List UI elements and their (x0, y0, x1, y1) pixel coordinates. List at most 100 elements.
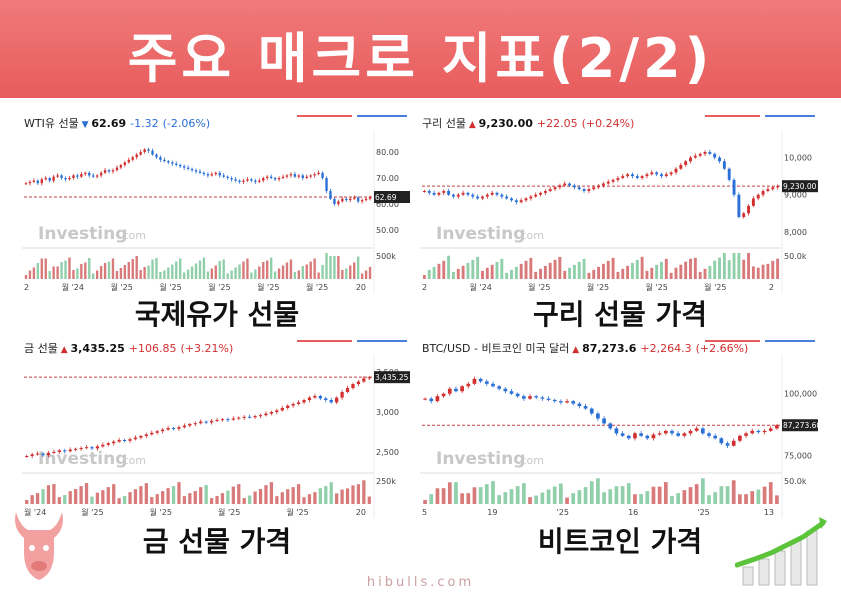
candle (611, 179, 615, 182)
candle (738, 435, 742, 441)
candle (202, 172, 206, 175)
volume-bar (621, 268, 625, 279)
candle (679, 165, 683, 169)
volume-bar (79, 486, 83, 504)
candle (495, 192, 499, 195)
volume-bar (558, 256, 562, 279)
volume-bar (435, 488, 440, 504)
candle (302, 400, 306, 403)
volume-bar (657, 486, 662, 504)
volume-bar (28, 270, 32, 279)
candle (476, 196, 480, 199)
volume-bar (360, 273, 364, 279)
volume-bar (744, 494, 748, 504)
candle (107, 170, 111, 172)
volume-bar (220, 493, 225, 504)
candle (497, 386, 502, 389)
volume-bar (214, 265, 217, 279)
candle (727, 168, 731, 180)
candle (441, 393, 446, 397)
candle (143, 149, 146, 152)
volume-bar (655, 264, 659, 279)
volume-bar (44, 258, 47, 279)
last-price-box (782, 180, 818, 193)
volume-bar (524, 260, 528, 279)
volume-bar (432, 266, 436, 279)
y-tick-label: 80.00 (376, 148, 399, 157)
candle (435, 396, 440, 402)
candle (663, 430, 668, 434)
candle (250, 179, 253, 181)
last-price-box (782, 419, 818, 432)
candle (639, 433, 643, 436)
volume-bar (286, 489, 290, 504)
last-price-label: 9,230.00 (783, 182, 817, 191)
candle (269, 412, 274, 414)
candle (131, 157, 134, 160)
candle (218, 172, 221, 176)
ticker-change: -1.32 (130, 117, 159, 130)
volume-bar (248, 495, 252, 504)
candle (293, 174, 297, 177)
volume-bar (503, 492, 508, 504)
x-tick-label: 2 (769, 283, 774, 292)
candle (115, 167, 119, 171)
volume-bar (771, 260, 775, 279)
candle (669, 172, 673, 175)
candle (198, 171, 202, 173)
candle (175, 163, 178, 165)
ticker-name: BTC/USD - 비트코인 미국 달러 (422, 342, 570, 355)
volume-bar (362, 480, 366, 504)
volume-bar (688, 487, 693, 504)
candle (264, 413, 268, 416)
x-tick-label: 2 (24, 283, 29, 292)
volume-bar (651, 486, 656, 504)
volume-bar (515, 486, 520, 504)
volume-bar (565, 497, 569, 504)
candle (478, 378, 483, 382)
volume-bar (540, 492, 545, 504)
volume-tick-label: 50.0k (784, 477, 807, 486)
tab-line (765, 115, 815, 117)
candle (99, 172, 103, 176)
candle (254, 180, 257, 182)
ticker-change-pct: (-2.06%) (162, 117, 211, 130)
candle (188, 424, 192, 426)
volume-bar (543, 265, 547, 279)
volume-bar (768, 482, 773, 504)
volume-bar (476, 256, 480, 279)
volume-bar (645, 270, 649, 279)
volume-bar (548, 262, 552, 279)
volume-bar (198, 260, 202, 279)
candle (534, 396, 539, 398)
volume-bar (539, 268, 542, 279)
candle (461, 192, 465, 195)
candle (305, 176, 308, 178)
volume-bar (640, 256, 644, 279)
candle (206, 174, 210, 176)
candle (447, 191, 451, 195)
ticker-price: 62.69 (91, 117, 127, 130)
volume-bar (144, 483, 148, 504)
watermark-text: Investing (436, 224, 525, 244)
arrow-down-icon: ▼ (78, 120, 92, 130)
candle (106, 443, 110, 445)
candle (676, 433, 681, 436)
volume-bar (510, 269, 513, 279)
candle (325, 178, 328, 191)
volume-bar (155, 494, 159, 504)
volume-bar (356, 256, 360, 279)
page-title: 주요 매크로 지표(2/2) (127, 27, 714, 90)
footer-site: hibulls.com (366, 575, 475, 590)
volume-bar (472, 487, 477, 504)
volume-bar (589, 481, 594, 504)
volume-bar (663, 482, 668, 504)
volume-bar (727, 260, 731, 279)
arrow-up-icon: ▲ (465, 120, 479, 130)
volume-bar (351, 485, 355, 504)
y-tick-label: 8,000 (784, 228, 807, 237)
volume-bar (72, 270, 75, 279)
candle (144, 434, 148, 436)
candle (123, 162, 127, 165)
bull-logo-icon (15, 512, 63, 580)
